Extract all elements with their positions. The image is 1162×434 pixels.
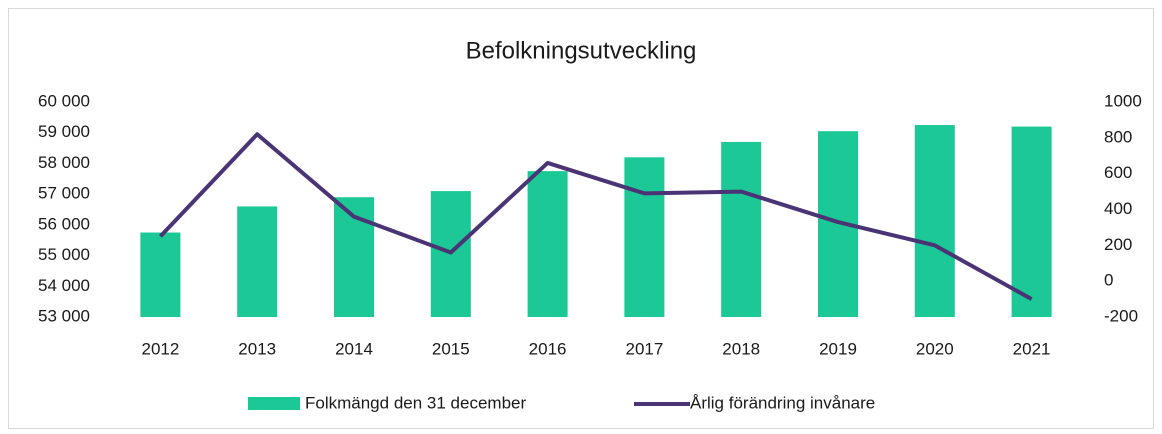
y2-tick-label: 0 <box>1104 271 1113 290</box>
y-tick-label: 60 000 <box>38 91 90 110</box>
x-tick-label: 2021 <box>1013 339 1051 358</box>
x-tick-label: 2012 <box>141 339 179 358</box>
y-tick-label: 53 000 <box>38 306 90 325</box>
y2-tick-label: -200 <box>1104 306 1138 325</box>
bar <box>237 206 278 317</box>
y2-tick-label: 800 <box>1104 127 1132 146</box>
y-tick-label: 55 000 <box>38 245 90 264</box>
legend-label: Årlig förändring invånare <box>690 393 875 412</box>
x-tick-label: 2017 <box>625 339 663 358</box>
y2-tick-label: 400 <box>1104 199 1132 218</box>
y2-tick-label: 1000 <box>1104 91 1142 110</box>
y2-tick-label: 600 <box>1104 163 1132 182</box>
x-tick-label: 2013 <box>238 339 276 358</box>
x-tick-label: 2018 <box>722 339 760 358</box>
chart-title: Befolkningsutveckling <box>466 37 697 64</box>
bar <box>1011 126 1052 317</box>
line <box>158 132 1033 301</box>
x-tick-label: 2014 <box>335 339 373 358</box>
y-tick-label: 58 000 <box>38 153 90 172</box>
bar <box>721 141 762 317</box>
bar <box>914 125 955 318</box>
x-tick-label: 2016 <box>529 339 567 358</box>
bar <box>527 171 568 317</box>
x-tick-label: 2019 <box>819 339 857 358</box>
y2-tick-label: 200 <box>1104 235 1132 254</box>
bar <box>624 157 665 317</box>
y-tick-label: 56 000 <box>38 214 90 233</box>
x-tick-label: 2020 <box>916 339 954 358</box>
legend-label: Folkmängd den 31 december <box>305 393 526 412</box>
y-tick-label: 57 000 <box>38 184 90 203</box>
y-tick-label: 54 000 <box>38 276 90 295</box>
legend-swatch <box>248 397 300 410</box>
chart-border <box>8 8 1154 429</box>
x-tick-label: 2015 <box>432 339 470 358</box>
bar <box>140 232 181 317</box>
y-tick-label: 59 000 <box>38 122 90 141</box>
